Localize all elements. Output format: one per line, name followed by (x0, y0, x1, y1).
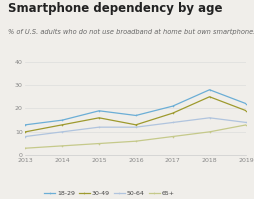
65+ (61, 145, 64, 147)
18-29 (98, 110, 101, 112)
Text: % of U.S. adults who do not use broadband at home but own smartphones, by age: % of U.S. adults who do not use broadban… (8, 29, 254, 35)
18-29 (134, 114, 137, 117)
Line: 65+: 65+ (25, 124, 247, 149)
30-49 (98, 117, 101, 119)
18-29 (208, 89, 211, 91)
Line: 18-29: 18-29 (25, 89, 247, 126)
Legend: 18-29, 30-49, 50-64, 65+: 18-29, 30-49, 50-64, 65+ (41, 188, 177, 199)
30-49 (24, 131, 27, 133)
Line: 50-64: 50-64 (25, 117, 247, 137)
50-64 (24, 135, 27, 138)
30-49 (208, 96, 211, 98)
Text: Smartphone dependency by age: Smartphone dependency by age (8, 2, 222, 15)
18-29 (24, 124, 27, 126)
65+ (208, 131, 211, 133)
50-64 (98, 126, 101, 128)
65+ (24, 147, 27, 149)
30-49 (61, 124, 64, 126)
50-64 (134, 126, 137, 128)
30-49 (134, 124, 137, 126)
50-64 (208, 117, 211, 119)
50-64 (61, 131, 64, 133)
Line: 30-49: 30-49 (25, 96, 247, 133)
18-29 (245, 103, 248, 105)
30-49 (245, 110, 248, 112)
50-64 (171, 121, 174, 124)
65+ (134, 140, 137, 142)
18-29 (61, 119, 64, 121)
18-29 (171, 105, 174, 107)
65+ (98, 142, 101, 145)
65+ (245, 124, 248, 126)
30-49 (171, 112, 174, 114)
50-64 (245, 121, 248, 124)
65+ (171, 135, 174, 138)
